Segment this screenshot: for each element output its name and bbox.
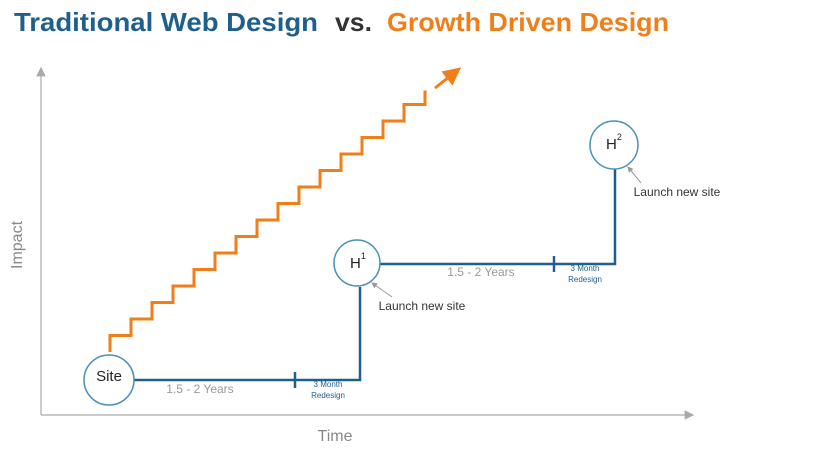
title-left: Traditional Web Design [14, 7, 318, 37]
redesign-label: 3 Month [314, 380, 343, 389]
traditional-path [134, 169, 617, 382]
node-label: H [606, 136, 617, 153]
growth-staircase [108, 90, 427, 352]
node-sup: 1 [361, 251, 366, 261]
redesign-label: Redesign [311, 391, 345, 400]
node-label: H [350, 255, 361, 272]
title-vs: vs. [335, 7, 372, 37]
x-axis-label: Time [318, 428, 353, 445]
y-axis-label: Impact [9, 220, 26, 269]
redesign-label: 3 Month [571, 264, 600, 273]
annotation: Launch new site [379, 299, 466, 313]
growth-arrow [434, 67, 462, 90]
node-label: Site [96, 368, 122, 385]
node-sup: 2 [617, 132, 622, 142]
node-circle [333, 239, 381, 287]
annotation: Launch new site [634, 185, 721, 199]
title-right: Growth Driven Design [387, 7, 669, 37]
annotation-arrow [627, 166, 642, 184]
duration-label: 1.5 - 2 Years [166, 382, 233, 396]
node-circle [83, 354, 135, 406]
duration-label: 1.5 - 2 Years [447, 265, 514, 279]
node-circle [589, 120, 639, 170]
node-label: H1 [350, 251, 366, 272]
redesign-label: Redesign [568, 275, 602, 284]
node-label: H2 [606, 132, 622, 153]
annotation-arrow [371, 282, 393, 298]
